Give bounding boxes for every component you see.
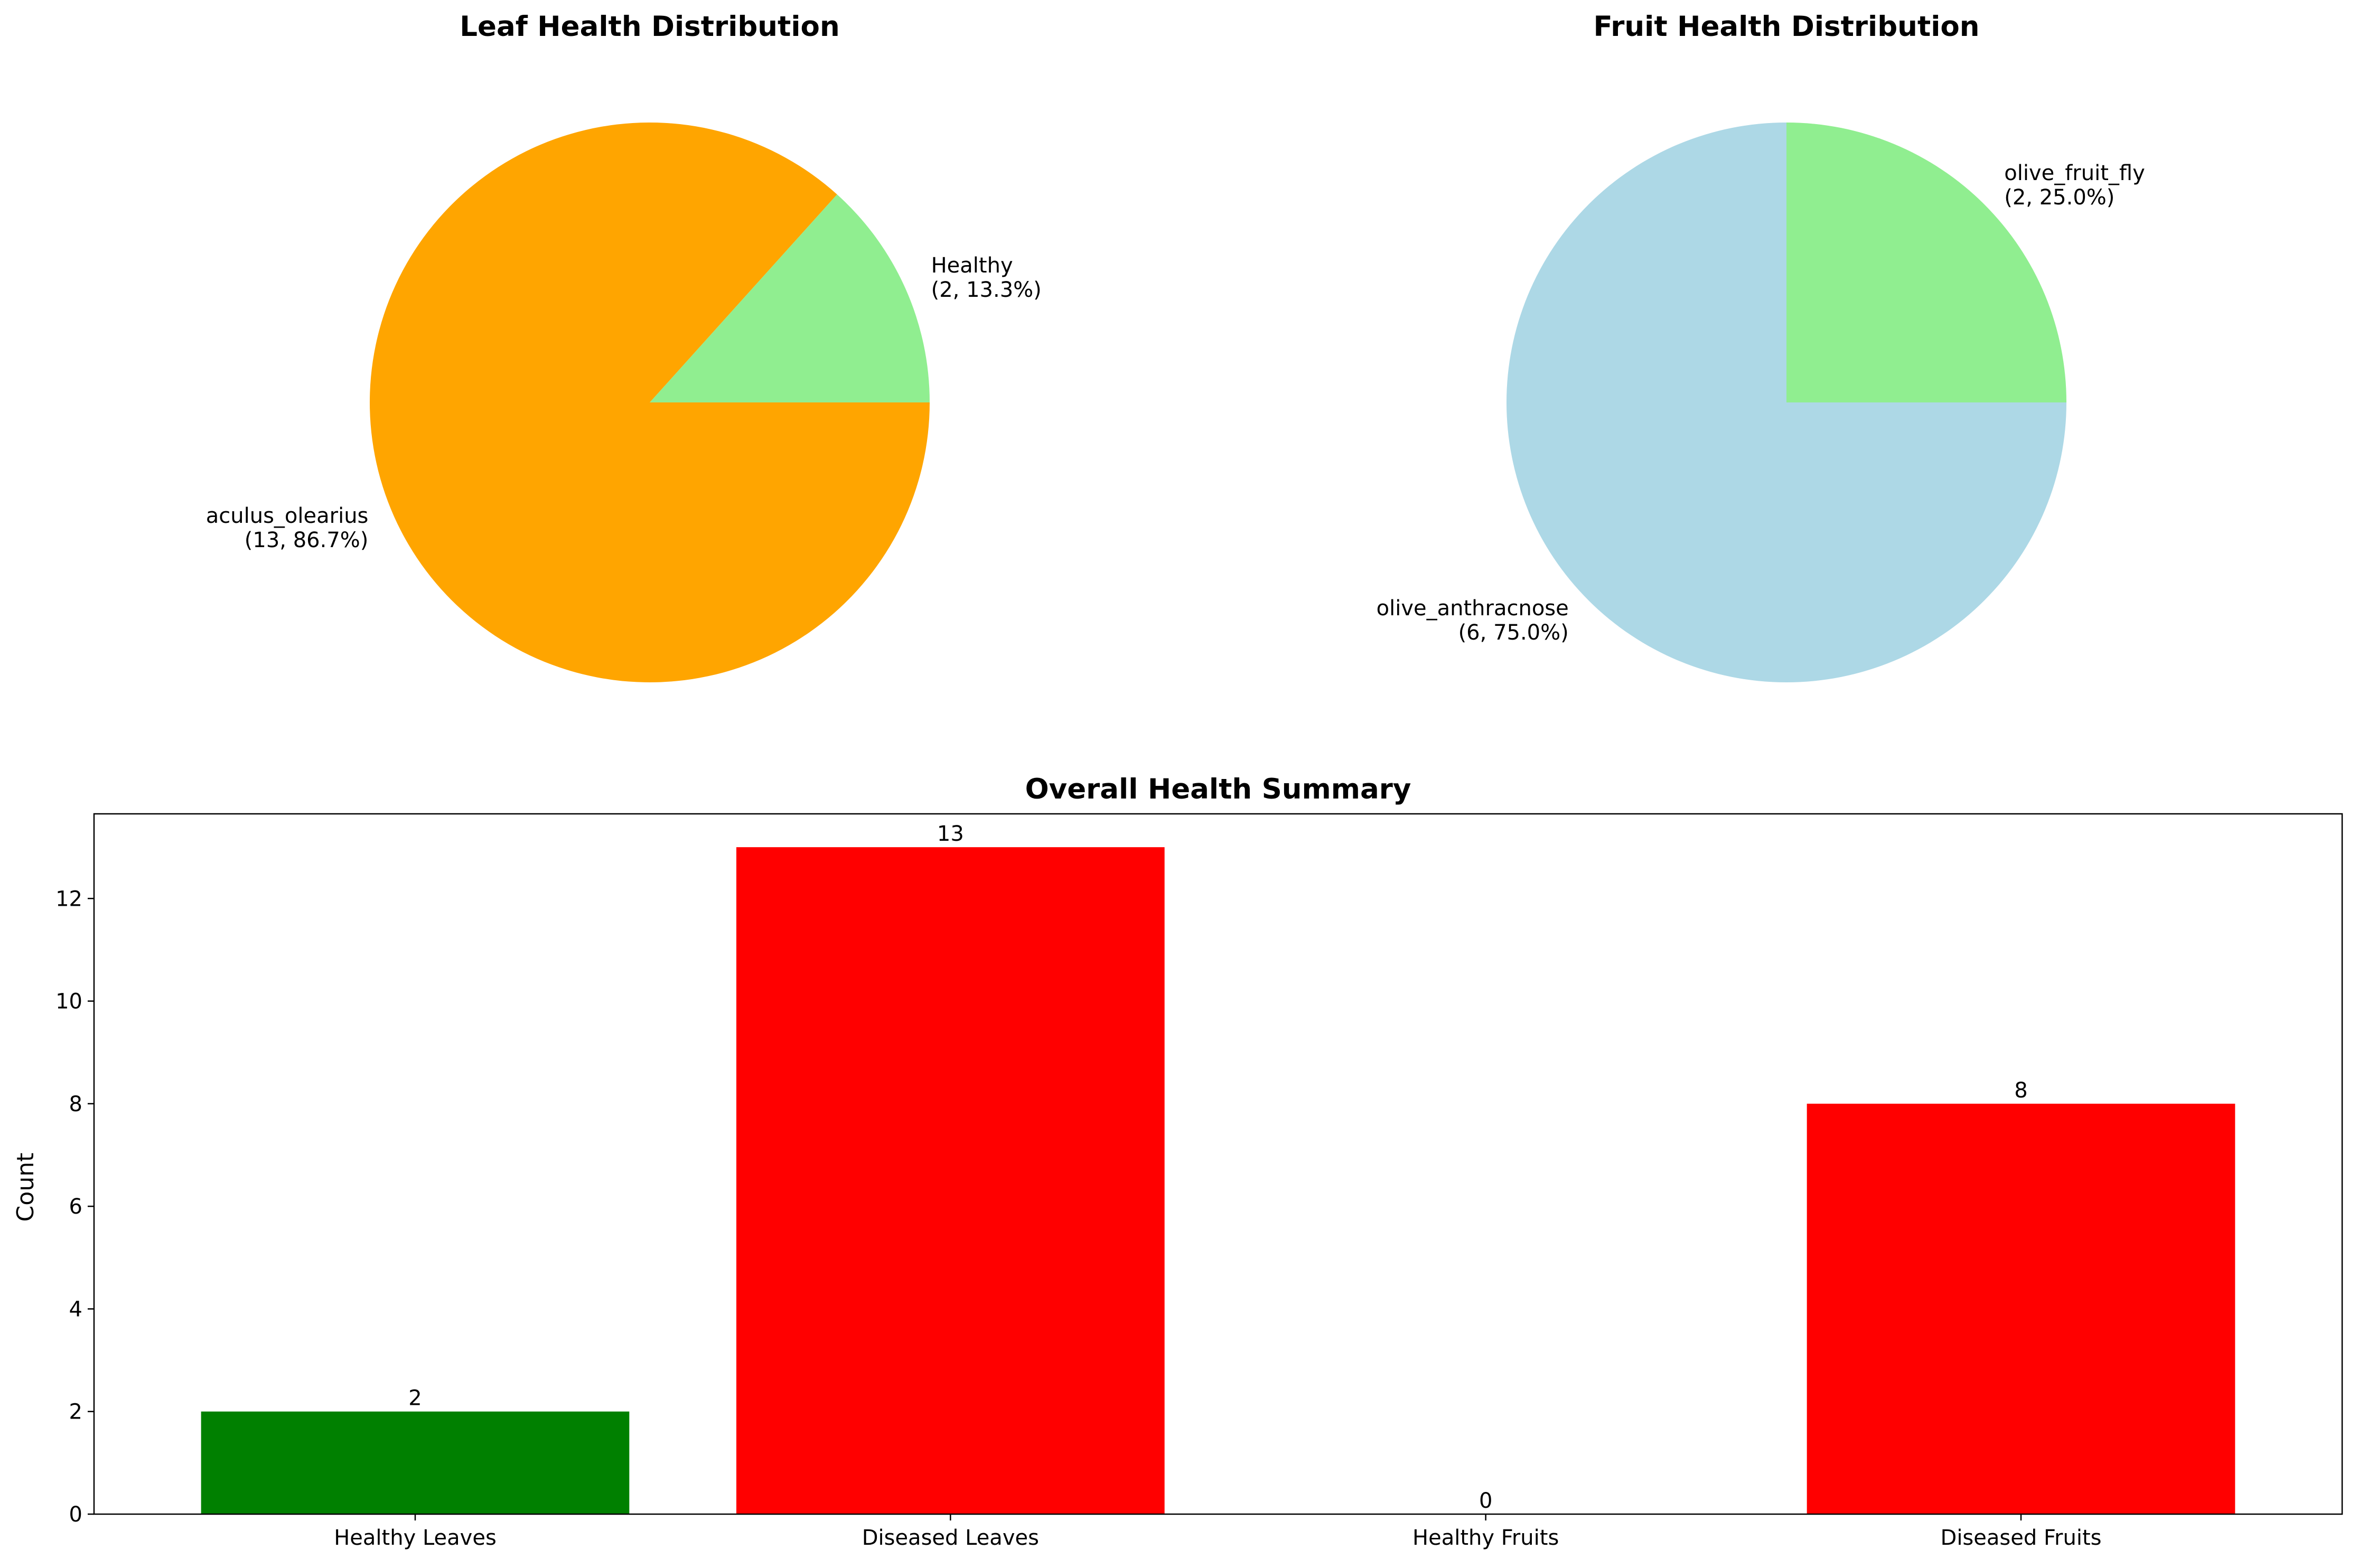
- pie-slice-healthy: [650, 194, 930, 402]
- y-tick-label: 2: [69, 1400, 82, 1424]
- leaf-pie-title: Leaf Health Distribution: [460, 11, 839, 43]
- y-tick-label: 10: [55, 990, 82, 1014]
- y-tick-label: 4: [69, 1297, 82, 1321]
- bar-value-label: 8: [2014, 1078, 2027, 1103]
- y-tick-label: 12: [55, 887, 82, 911]
- bar-chart-title: Overall Health Summary: [1025, 773, 1411, 805]
- bar-value-label: 2: [408, 1386, 422, 1411]
- bar-diseased-fruits: [1807, 1103, 2235, 1514]
- leaf-health-pie: Leaf Health Distribution Healthy (2, 13.3…: [206, 11, 1042, 683]
- x-tick-label: Healthy Leaves: [334, 1526, 497, 1550]
- bar-value-label: 0: [1479, 1489, 1492, 1513]
- y-axis-label: Count: [12, 1153, 39, 1222]
- pie-slice-olive-fruit-fly: [1786, 123, 2066, 402]
- y-tick-label: 6: [69, 1195, 82, 1219]
- pie-slice-olive-anthracnose: [1506, 123, 2066, 682]
- overall-health-bar-chart: Overall Health Summary 0 2 4 6 8 10 12 Healthy…: [12, 773, 2343, 1550]
- fruit-pie-title: Fruit Health Distribution: [1593, 11, 1979, 43]
- x-tick-label: Healthy Fruits: [1412, 1526, 1559, 1550]
- x-tick-label: Diseased Leaves: [862, 1526, 1039, 1550]
- fruit-health-pie: Fruit Health Distribution olive_fruit_fl…: [1377, 11, 2145, 682]
- bar-value-label: 13: [937, 822, 964, 846]
- pie-label-aculus-olearius: aculus_olearius (13, 86.7%): [206, 504, 369, 552]
- x-tick-label: Diseased Fruits: [1941, 1526, 2102, 1550]
- pie-slice-aculus-olearius: [370, 122, 930, 683]
- bar-diseased-leaves: [736, 847, 1165, 1514]
- y-tick-label: 0: [69, 1503, 82, 1527]
- pie-label-olive-anthracnose: olive_anthracnose (6, 75.0%): [1377, 596, 1569, 645]
- y-tick-label: 8: [69, 1092, 82, 1116]
- plot-frame: [93, 813, 2343, 1515]
- pie-label-healthy: Healthy (2, 13.3%): [931, 253, 1042, 302]
- pie-label-olive-fruit-fly: olive_fruit_fly (2, 25.0%): [2004, 161, 2145, 210]
- bar-healthy-leaves: [201, 1411, 630, 1514]
